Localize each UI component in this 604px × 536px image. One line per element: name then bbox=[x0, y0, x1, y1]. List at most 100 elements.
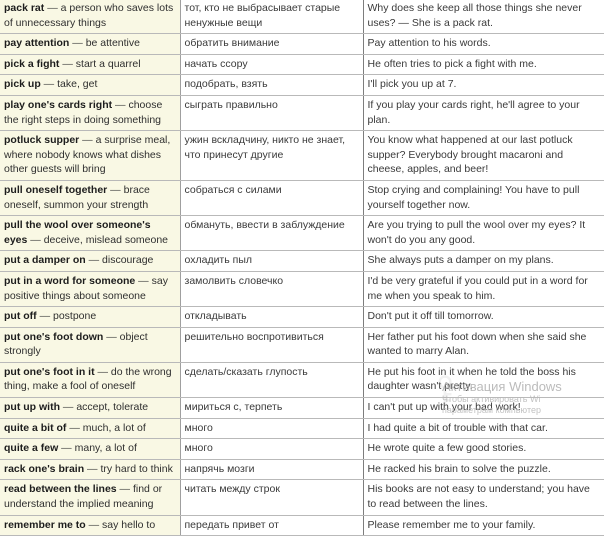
idiom-definition: say positive things about someone bbox=[4, 274, 168, 302]
example-sentence-cell: Stop crying and complaining! You have to… bbox=[363, 179, 604, 217]
idiom-term: potluck supper bbox=[4, 134, 80, 147]
idiom-definition: deceive, mislead someone bbox=[43, 233, 169, 246]
example-sentence-cell: Why does she keep all those things she n… bbox=[363, 0, 604, 35]
table-row: put off — postpone откладывать Don't put i… bbox=[0, 306, 604, 328]
table-row: pick up — take, get подобрать, взять I'll … bbox=[0, 74, 604, 96]
example-sentence-cell: Don't put it off till tomorrow. bbox=[363, 306, 604, 328]
russian-translation-cell: охладить пыл bbox=[180, 250, 364, 272]
russian-translation-cell: обмануть, ввести в заблуждение bbox=[180, 215, 364, 252]
russian-translation-cell: собраться с силами bbox=[180, 179, 364, 217]
idiom-term: put in a word for someone bbox=[4, 274, 136, 287]
idiom-definition: postpone bbox=[53, 310, 97, 323]
idiom-separator: — bbox=[36, 310, 53, 323]
example-sentence-cell: She always puts a damper on my plans. bbox=[363, 250, 604, 272]
example-sentence-cell: He racked his brain to solve the puzzle. bbox=[363, 458, 604, 481]
idiom-definition: a person who saves lots of unnecessary t… bbox=[4, 2, 174, 29]
idiom-cell: play one's cards right — choose the righ… bbox=[0, 94, 181, 132]
russian-translation-cell: решительно воспротивиться bbox=[180, 326, 364, 363]
russian-translation-cell: тот, кто не выбрасывает старые ненужные … bbox=[180, 0, 364, 35]
idiom-definition: many, a lot of bbox=[74, 442, 137, 455]
russian-translation-cell: много bbox=[180, 438, 364, 460]
example-sentence-cell: Pay attention to his words. bbox=[363, 33, 604, 55]
table-row: put up with — accept, tolerate мириться с… bbox=[0, 397, 604, 419]
idiom-separator: — bbox=[59, 57, 76, 70]
idiom-definition: a surprise meal, where nobody knows what… bbox=[4, 134, 171, 176]
table-row: pack rat — a person who saves lots of un… bbox=[0, 0, 604, 35]
idiom-cell: put a damper on — discourage bbox=[0, 250, 181, 272]
idiom-separator: — bbox=[58, 442, 75, 455]
russian-translation-cell: подобрать, взять bbox=[180, 74, 364, 96]
table-row: put a damper on — discourage охладить пыл… bbox=[0, 250, 604, 272]
idiom-cell: potluck supper — a surprise meal, where … bbox=[0, 130, 181, 181]
idiom-term: put up with bbox=[4, 401, 60, 414]
idiom-term: put off bbox=[4, 310, 37, 323]
idiom-separator: — bbox=[107, 183, 124, 196]
idiom-cell: read between the lines — find or underst… bbox=[0, 479, 181, 516]
example-sentence-cell: Her father put his foot down when she sa… bbox=[363, 326, 604, 363]
idiom-term: pay attention bbox=[4, 37, 70, 50]
russian-translation-cell: передать привет от bbox=[180, 514, 364, 536]
russian-translation-cell: замолвить словечко bbox=[180, 270, 364, 308]
table-row: pay attention — be attentive обратить вни… bbox=[0, 33, 604, 55]
idiom-term: put one's foot down bbox=[4, 330, 104, 343]
idiom-term: pick up bbox=[4, 78, 41, 91]
idiom-term: pack rat bbox=[4, 2, 45, 14]
idiom-separator: — bbox=[135, 274, 152, 287]
table-row: rack one's brain — try hard to think напр… bbox=[0, 458, 604, 481]
idiom-cell: pick a fight — start a quarrel bbox=[0, 53, 181, 76]
idiom-term: pull the wool over someone's eyes bbox=[4, 219, 151, 246]
russian-translation-cell: мириться с, терпеть bbox=[180, 397, 364, 419]
idiom-term: pull oneself together bbox=[4, 183, 108, 196]
idiom-separator: — bbox=[44, 2, 61, 14]
table-row: play one's cards right — choose the righ… bbox=[0, 94, 604, 132]
table-row: pull the wool over someone's eyes — dece… bbox=[0, 215, 604, 252]
idiom-term: quite a few bbox=[4, 442, 59, 455]
idiom-separator: — bbox=[94, 365, 111, 378]
idiom-cell: pick up — take, get bbox=[0, 74, 181, 96]
idiom-separator: — bbox=[103, 330, 120, 343]
example-sentence-cell: His books are not easy to understand; yo… bbox=[363, 479, 604, 516]
idiom-cell: pull the wool over someone's eyes — dece… bbox=[0, 215, 181, 252]
example-sentence-cell: He put his foot in it when he told the b… bbox=[363, 361, 604, 399]
idiom-definition: take, get bbox=[57, 78, 98, 91]
example-sentence-cell: I'll pick you up at 7. bbox=[363, 74, 604, 96]
idiom-definition: discourage bbox=[102, 254, 154, 267]
table-row: put one's foot in it — do the wrong thin… bbox=[0, 361, 604, 399]
example-sentence-cell: You know what happened at our last potlu… bbox=[363, 130, 604, 181]
idiom-cell: pay attention — be attentive bbox=[0, 33, 181, 55]
idiom-definition: try hard to think bbox=[100, 462, 173, 475]
idiom-cell: put in a word for someone — say positive… bbox=[0, 270, 181, 308]
idiom-cell: put one's foot down — object strongly bbox=[0, 326, 181, 363]
idiom-definition: be attentive bbox=[85, 37, 140, 50]
example-sentence-cell: I can't put up with your bad work! bbox=[363, 397, 604, 419]
example-sentence-cell: I'd be very grateful if you could put in… bbox=[363, 270, 604, 308]
idiom-cell: rack one's brain — try hard to think bbox=[0, 458, 181, 481]
table-row: potluck supper — a surprise meal, where … bbox=[0, 130, 604, 181]
idiom-term: rack one's brain bbox=[4, 462, 85, 475]
idiom-separator: — bbox=[59, 401, 77, 414]
idiom-separator: — bbox=[40, 78, 58, 91]
table-row: read between the lines — find or underst… bbox=[0, 479, 604, 516]
table-row: quite a few — many, a lot of много He wrot… bbox=[0, 438, 604, 460]
idiom-term: play one's cards right bbox=[4, 98, 113, 111]
idiom-term: pick a fight bbox=[4, 57, 60, 70]
russian-translation-cell: откладывать bbox=[180, 306, 364, 328]
idiom-cell: put off — postpone bbox=[0, 306, 181, 328]
example-sentence-cell: I had quite a bit of trouble with that c… bbox=[363, 417, 604, 440]
example-sentence-cell: He often tries to pick a fight with me. bbox=[363, 53, 604, 76]
table-row: pull oneself together — brace oneself, s… bbox=[0, 179, 604, 217]
russian-translation-cell: много bbox=[180, 417, 364, 440]
russian-translation-cell: обратить внимание bbox=[180, 33, 364, 55]
idiom-separator: — bbox=[66, 421, 83, 434]
idiom-separator: — bbox=[112, 98, 129, 111]
russian-translation-cell: сыграть правильно bbox=[180, 94, 364, 132]
idiom-separator: — bbox=[85, 518, 103, 531]
example-sentence-cell: If you play your cards right, he'll agre… bbox=[363, 94, 604, 132]
idiom-cell: quite a few — many, a lot of bbox=[0, 438, 181, 460]
idiom-definition: accept, tolerate bbox=[76, 401, 149, 414]
russian-translation-cell: сделать/сказать глупость bbox=[180, 361, 364, 399]
russian-translation-cell: начать ссору bbox=[180, 53, 364, 76]
example-sentence-cell: Are you trying to pull the wool over my … bbox=[363, 215, 604, 252]
